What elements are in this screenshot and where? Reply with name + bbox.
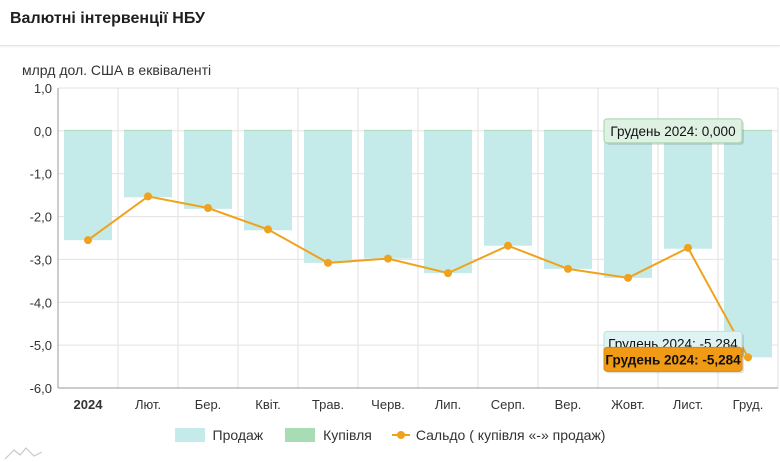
x-tick-label: Вер.	[555, 397, 582, 412]
x-tick-label: Лип.	[435, 397, 461, 412]
point-balance	[684, 243, 692, 252]
legend-label-sell: Продаж	[212, 427, 264, 443]
x-tick-label: Квіт.	[255, 397, 281, 412]
x-tick-label: 2024	[74, 397, 104, 412]
bar-buy	[424, 129, 472, 131]
x-tick-label: Трав.	[312, 397, 344, 412]
y-tick-label: -1,0	[30, 167, 52, 182]
point-balance	[564, 264, 572, 273]
bar-sell	[664, 130, 712, 249]
legend-item-buy[interactable]: Купівля	[285, 427, 372, 443]
bar-sell	[484, 130, 532, 246]
x-tick-label: Черв.	[371, 397, 405, 412]
x-tick-label: Лист.	[673, 397, 703, 412]
y-tick-label: -4,0	[30, 295, 52, 310]
tooltip-buy-box	[603, 118, 743, 144]
tooltip-balance-box	[603, 346, 743, 372]
bar-sell	[184, 130, 232, 209]
point-balance	[444, 269, 452, 278]
bar-buy	[304, 129, 352, 131]
y-axis-label: млрд дол. США в еквіваленті	[22, 62, 212, 78]
bar-buy	[364, 129, 412, 131]
y-tick-label: 1,0	[34, 81, 52, 96]
bar-buy	[484, 129, 532, 131]
legend-swatch-balance	[391, 428, 410, 442]
legend-label-balance: Сальдо ( купівля «-» продаж)	[415, 427, 606, 443]
point-balance	[624, 273, 632, 282]
point-balance	[324, 258, 332, 267]
legend-item-balance[interactable]: Сальдо ( купівля «-» продаж)	[391, 427, 606, 443]
tooltip-balance-text: Грудень 2024: -5,284	[605, 352, 741, 367]
bar-sell	[724, 130, 772, 358]
x-tick-label: Лют.	[135, 397, 161, 412]
x-tick-label: Жовт.	[611, 397, 645, 412]
bar-buy	[64, 129, 112, 131]
bar-buy	[184, 129, 232, 131]
bar-sell	[364, 130, 412, 259]
point-balance	[264, 225, 272, 234]
chart-title: Валютні інтервенції НБУ	[10, 10, 205, 27]
bar-buy	[724, 129, 772, 131]
legend-swatch-buy	[285, 428, 316, 442]
x-tick-label: Серп.	[491, 397, 526, 412]
bar-sell	[424, 130, 472, 274]
point-balance	[204, 204, 212, 212]
legend-label-buy: Купівля	[323, 427, 372, 443]
bar-sell	[604, 130, 652, 278]
y-tick-label: -6,0	[30, 381, 52, 396]
point-balance	[504, 241, 512, 250]
point-balance	[384, 254, 392, 263]
bar-sell	[544, 130, 592, 269]
bar-sell	[64, 130, 112, 241]
point-balance	[84, 236, 92, 245]
series-line-balance	[87, 195, 749, 358]
bar-sell	[124, 130, 172, 198]
legend: Продаж Купівля Сальдо ( купівля «-» прод…	[0, 425, 780, 445]
x-tick-label: Бер.	[195, 397, 222, 412]
point-balance	[744, 353, 752, 362]
bar-buy	[544, 129, 592, 131]
legend-swatch-sell	[174, 428, 205, 442]
legend-item-sell[interactable]: Продаж	[174, 427, 264, 443]
y-tick-label: -2,0	[30, 210, 52, 225]
bar-buy	[244, 129, 292, 131]
header: Валютні інтервенції НБУ	[0, 0, 780, 46]
x-tick-label: Груд.	[733, 397, 764, 412]
point-balance	[144, 192, 152, 201]
tooltip-buy-text: Грудень 2024: 0,000	[610, 124, 735, 139]
y-tick-label: -3,0	[30, 252, 52, 267]
chart-logo-icon	[4, 447, 43, 460]
y-tick-label: -5,0	[30, 338, 52, 353]
bar-sell	[304, 130, 352, 263]
bar-sell	[244, 130, 292, 231]
y-tick-label: 0,0	[34, 124, 52, 139]
bar-buy	[124, 129, 172, 131]
